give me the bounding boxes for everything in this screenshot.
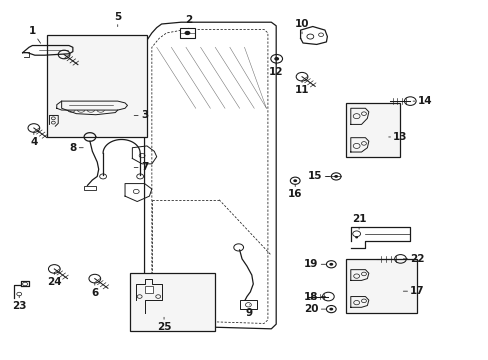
Circle shape (274, 57, 279, 60)
Text: 10: 10 (294, 19, 308, 34)
Text: 17: 17 (403, 286, 424, 296)
Text: 23: 23 (12, 296, 26, 311)
Text: 20: 20 (304, 304, 325, 314)
Bar (239, 300, 256, 309)
Text: 24: 24 (47, 273, 61, 287)
Text: 14: 14 (412, 96, 431, 106)
Text: 8: 8 (69, 143, 83, 153)
Text: 6: 6 (91, 283, 98, 298)
Circle shape (354, 236, 357, 238)
Bar (130, 273, 215, 330)
Bar (144, 286, 153, 293)
Text: 9: 9 (245, 305, 252, 318)
Text: 11: 11 (294, 81, 308, 95)
Text: 12: 12 (268, 63, 283, 77)
Text: 5: 5 (114, 12, 121, 27)
Text: 3: 3 (134, 111, 148, 121)
Circle shape (329, 263, 332, 266)
Circle shape (184, 31, 190, 35)
Circle shape (333, 175, 337, 178)
Text: 2: 2 (184, 15, 192, 28)
Text: 16: 16 (287, 185, 302, 199)
Circle shape (293, 179, 297, 182)
Text: 21: 21 (351, 215, 366, 229)
Text: 25: 25 (157, 317, 171, 332)
Bar (84, 186, 96, 190)
Text: 18: 18 (304, 292, 325, 302)
Bar (345, 259, 416, 313)
Circle shape (329, 308, 332, 311)
Text: 4: 4 (30, 132, 38, 147)
Text: 19: 19 (304, 259, 325, 269)
Bar (345, 103, 399, 157)
Text: 15: 15 (307, 171, 329, 181)
Text: 7: 7 (134, 162, 148, 172)
Text: 13: 13 (388, 132, 407, 142)
Text: 22: 22 (403, 254, 424, 264)
Bar (180, 28, 194, 39)
Bar (47, 35, 147, 137)
Text: 1: 1 (29, 26, 41, 43)
